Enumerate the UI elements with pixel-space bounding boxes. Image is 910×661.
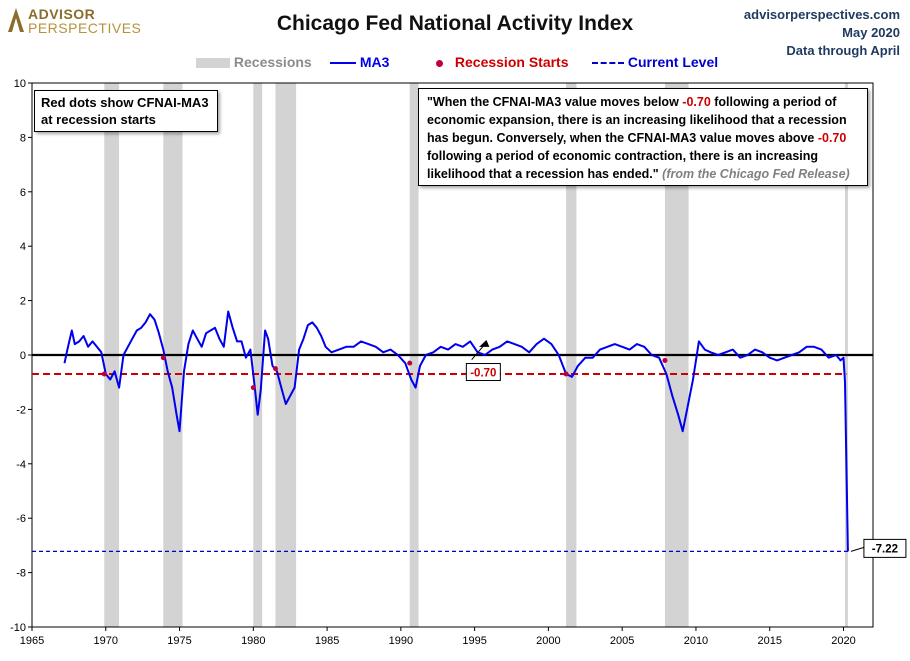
quote-threshold-1: -0.70	[682, 95, 711, 109]
recession-start-dot	[272, 366, 278, 372]
y-tick-label: 8	[20, 132, 26, 144]
x-tick-label: 2005	[610, 635, 634, 647]
recession-start-dot	[407, 360, 413, 366]
current-callout-label: -7.22	[872, 543, 898, 555]
current-callout-pointer	[850, 546, 865, 552]
legend-recession-swatch	[196, 58, 230, 69]
note-box: Red dots show CFNAI-MA3 at recession sta…	[34, 90, 218, 132]
x-tick-label: 1965	[20, 635, 44, 647]
source-block: advisorperspectives.com May 2020 Data th…	[744, 6, 900, 60]
source-through: Data through April	[786, 43, 900, 58]
y-tick-label: -10	[10, 622, 26, 634]
recession-start-dot	[101, 371, 107, 377]
y-tick-label: -8	[16, 568, 26, 580]
legend-ma3-label: MA3	[359, 54, 390, 70]
x-tick-label: 1980	[241, 635, 265, 647]
y-tick-label: 0	[20, 350, 26, 362]
advisor-perspectives-logo: ADVISOR PERSPECTIVES	[6, 6, 146, 40]
quote-box: "When the CFNAI-MA3 value moves below -0…	[418, 88, 868, 186]
threshold-callout-arrow-icon	[479, 340, 490, 347]
x-tick-label: 2000	[536, 635, 560, 647]
quote-threshold-2: -0.70	[817, 131, 847, 145]
quote-part-3: following a period of economic contracti…	[427, 149, 819, 181]
x-tick-label: 1975	[167, 635, 191, 647]
legend-current-level: Current Level	[592, 54, 718, 70]
chart-title: Chicago Fed National Activity Index	[276, 12, 634, 35]
y-tick-label: 4	[20, 241, 26, 253]
quote-part-2: following a period of economic expansion…	[427, 95, 847, 145]
threshold-callout-label: -0.70	[470, 368, 496, 380]
quote-part-1: "When the CFNAI-MA3 value moves below	[427, 95, 683, 109]
legend-recessions-label: Recessions	[233, 54, 312, 70]
y-tick-label: -4	[16, 459, 26, 471]
logo-mark-icon	[8, 8, 24, 32]
source-date: May 2020	[842, 25, 900, 40]
x-tick-label: 1990	[389, 635, 413, 647]
legend-recession-starts-label: Recession Starts	[454, 54, 569, 70]
legend-dot-icon	[436, 59, 443, 67]
x-tick-label: 2010	[684, 635, 708, 647]
recession-start-dot	[250, 385, 256, 391]
legend-current-level-label: Current Level	[627, 54, 719, 70]
source-site: advisorperspectives.com	[743, 7, 900, 22]
recession-start-dot	[160, 355, 166, 361]
logo-line-1: ADVISOR	[28, 6, 96, 22]
legend-current-swatch	[592, 62, 624, 65]
x-tick-label: 2015	[757, 635, 781, 647]
y-tick-label: 10	[14, 78, 26, 90]
x-tick-label: 2020	[831, 635, 855, 647]
x-tick-label: 1970	[94, 635, 118, 647]
threshold-callout-box	[465, 363, 501, 382]
y-tick-label: -6	[16, 513, 26, 525]
y-tick-label: -2	[16, 404, 26, 416]
logo-line-2: PERSPECTIVES	[28, 20, 142, 36]
legend-recession-starts: Recession Starts	[436, 54, 569, 70]
quote-citation: (from the Chicago Fed Release)	[662, 167, 850, 181]
legend-ma3: MA3	[330, 54, 389, 70]
recession-start-dot	[563, 371, 569, 377]
legend-recessions: Recessions	[196, 54, 312, 70]
x-tick-label: 1985	[315, 635, 339, 647]
current-callout-box	[863, 538, 907, 558]
x-tick-label: 1995	[462, 635, 486, 647]
y-tick-label: 6	[20, 187, 26, 199]
y-tick-label: 2	[20, 296, 26, 308]
recession-start-dot	[662, 357, 668, 363]
legend-ma3-swatch	[330, 62, 356, 65]
series-line-ma3	[63, 310, 849, 552]
